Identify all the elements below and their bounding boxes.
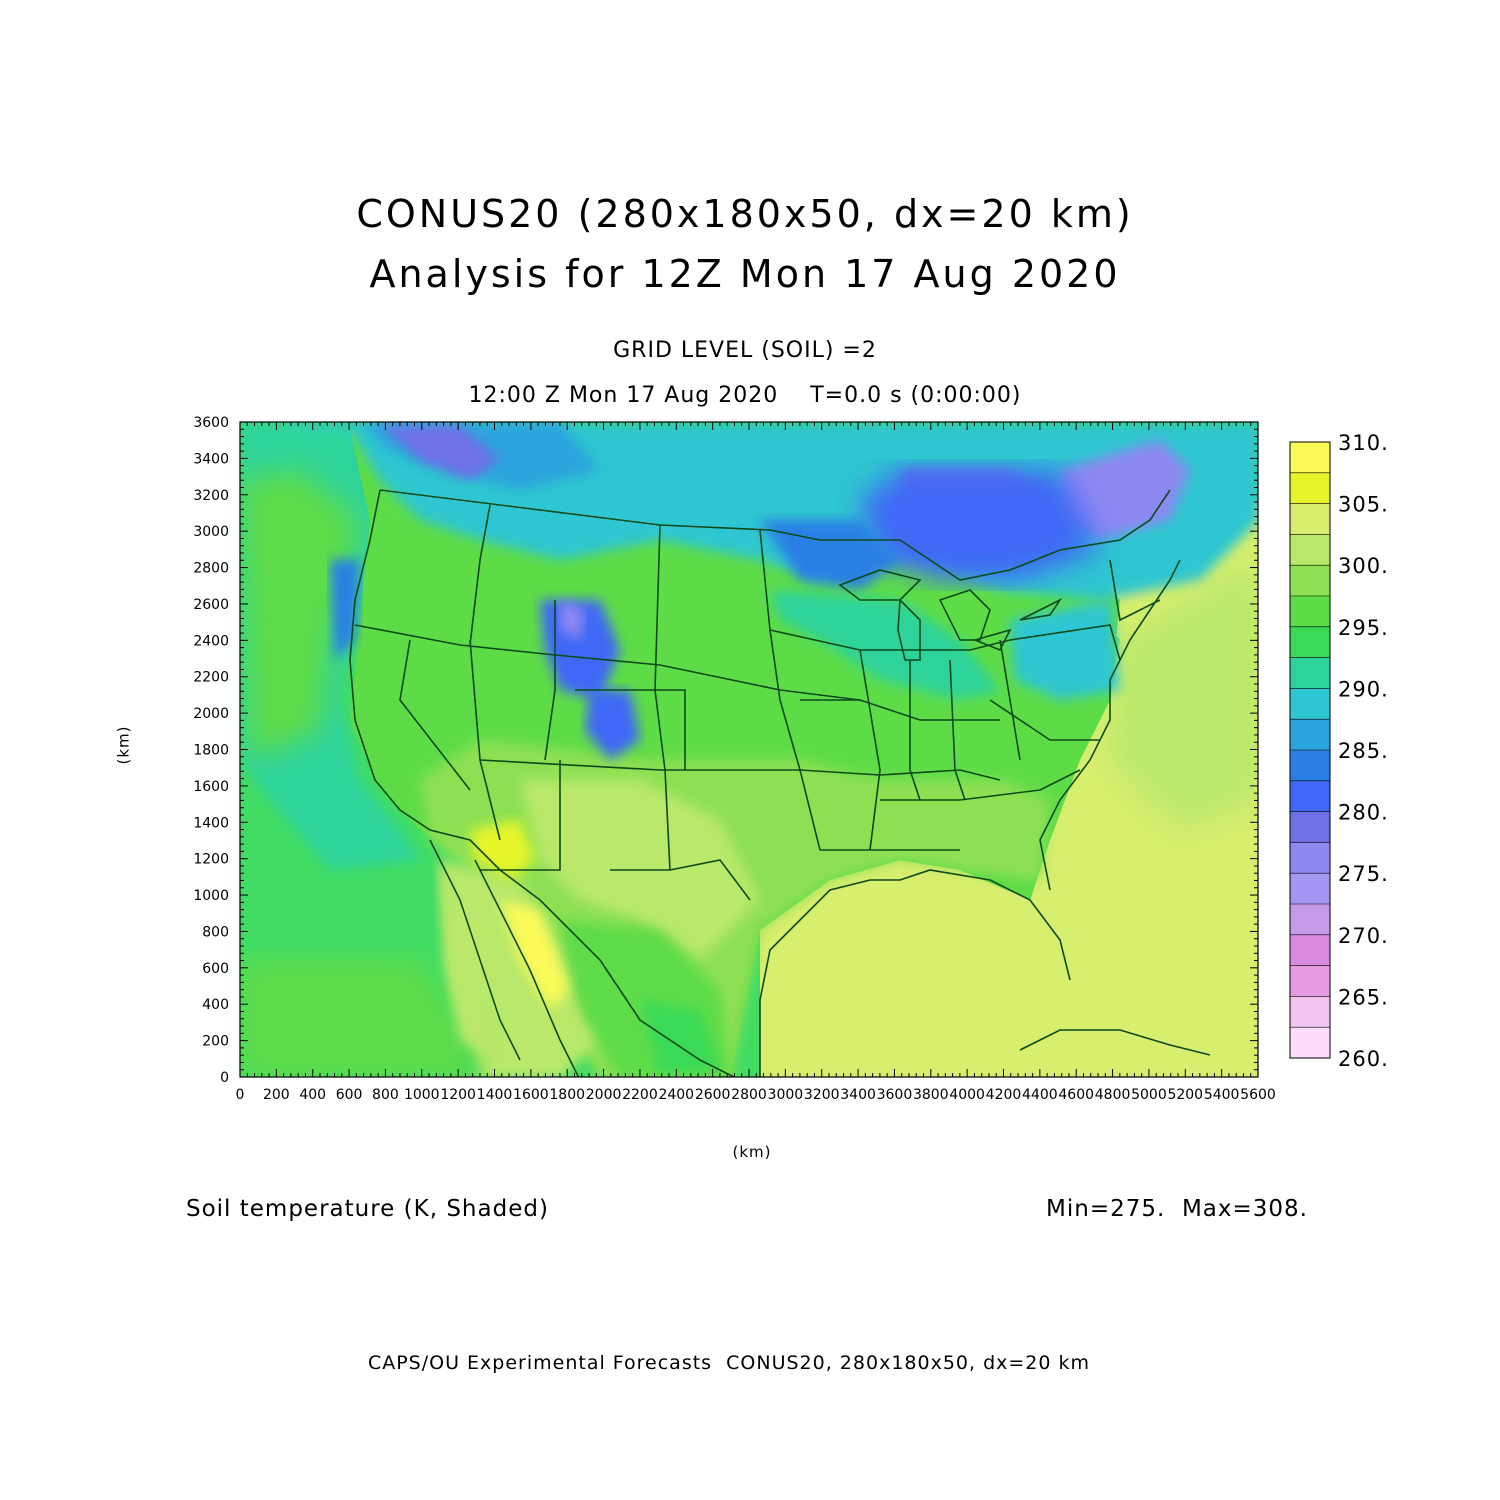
x-tick-label: 1800 bbox=[549, 1087, 585, 1103]
x-tick-label: 2800 bbox=[731, 1087, 767, 1103]
y-tick-label: 1200 bbox=[193, 852, 229, 868]
colorbar-swatch bbox=[1290, 719, 1330, 751]
colorbar-swatch bbox=[1290, 472, 1330, 505]
y-tick-label: 1600 bbox=[193, 779, 229, 795]
x-tick-label: 3400 bbox=[840, 1087, 876, 1103]
x-tick-label: 3200 bbox=[804, 1087, 840, 1103]
colorbar-swatch bbox=[1290, 534, 1330, 566]
x-tick-label: 3800 bbox=[913, 1087, 949, 1103]
x-tick-label: 2400 bbox=[658, 1087, 694, 1103]
colorbar-label: 280. bbox=[1338, 801, 1389, 825]
y-tick-label: 600 bbox=[202, 961, 229, 977]
valid-time-label: 12:00 Z Mon 17 Aug 2020 T=0.0 s (0:00:00… bbox=[468, 383, 1022, 408]
y-tick-label: 2600 bbox=[193, 597, 229, 613]
colorbar-swatch bbox=[1290, 811, 1330, 843]
grid-level-label: GRID LEVEL (SOIL) =2 bbox=[613, 338, 877, 363]
x-tick-label: 5200 bbox=[1167, 1087, 1203, 1103]
colorbar-label: 285. bbox=[1338, 739, 1389, 763]
x-tick-label: 1000 bbox=[404, 1087, 440, 1103]
x-tick-label: 2600 bbox=[695, 1087, 731, 1103]
y-tick-label: 2200 bbox=[193, 670, 229, 686]
x-tick-label: 800 bbox=[372, 1087, 399, 1103]
x-tick-label: 200 bbox=[263, 1087, 290, 1103]
x-tick-label: 1200 bbox=[440, 1087, 476, 1103]
colorbar-swatch bbox=[1290, 688, 1330, 720]
colorbar-label: 310. bbox=[1338, 431, 1389, 455]
x-tick-label: 4400 bbox=[1022, 1087, 1058, 1103]
x-tick-label: 5400 bbox=[1204, 1087, 1240, 1103]
y-tick-label: 1400 bbox=[193, 815, 229, 831]
colorbar-swatch bbox=[1290, 873, 1330, 905]
colorbar-swatch bbox=[1290, 1027, 1330, 1059]
colorbar-label: 260. bbox=[1338, 1047, 1389, 1071]
colorbar-label: 270. bbox=[1338, 924, 1389, 948]
x-tick-label: 2200 bbox=[622, 1087, 658, 1103]
colorbar-label: 275. bbox=[1338, 862, 1389, 886]
x-axis-tick-labels: 0 200 400 600 800 1000 1200 1400 1600 1800 2000 220… bbox=[236, 1087, 1276, 1103]
colorbar-swatch bbox=[1290, 596, 1330, 628]
x-axis-unit-label: (km) bbox=[732, 1143, 772, 1161]
colorbar-label: 300. bbox=[1338, 554, 1389, 578]
x-tick-label: 5600 bbox=[1240, 1087, 1276, 1103]
y-axis-unit-label: (km) bbox=[114, 725, 133, 765]
x-tick-label: 600 bbox=[336, 1087, 363, 1103]
x-tick-label: 5000 bbox=[1131, 1087, 1167, 1103]
y-tick-label: 0 bbox=[220, 1070, 229, 1086]
colorbar-label: 305. bbox=[1338, 493, 1389, 517]
colorbar-swatch bbox=[1290, 750, 1330, 782]
colorbar-label: 265. bbox=[1338, 985, 1389, 1009]
y-tick-label: 3200 bbox=[193, 488, 229, 504]
state-borders bbox=[349, 489, 1211, 1077]
y-tick-label: 3600 bbox=[193, 415, 229, 431]
colorbar-swatch bbox=[1290, 503, 1330, 535]
soil-temperature-field bbox=[240, 422, 1258, 1077]
x-tick-label: 400 bbox=[299, 1087, 326, 1103]
x-tick-label: 4600 bbox=[1058, 1087, 1094, 1103]
y-tick-label: 2400 bbox=[193, 633, 229, 649]
colorbar-labels: 310. 305. 300. 295. 290. 285. 280. 275. 270. 265.… bbox=[1338, 431, 1389, 1071]
colorbar-swatch bbox=[1290, 442, 1330, 474]
x-tick-label: 4000 bbox=[949, 1087, 985, 1103]
y-tick-label: 400 bbox=[202, 997, 229, 1013]
field-minmax: Min=275. Max=308. bbox=[1046, 1196, 1308, 1222]
footer-credit: CAPS/OU Experimental Forecasts CONUS20, … bbox=[367, 1352, 1091, 1374]
y-axis-tick-labels: 0 200 400 600 800 1000 1200 1400 1600 1800 2000 220… bbox=[193, 415, 229, 1086]
axis-ticks bbox=[239, 421, 1259, 1078]
colorbar-label: 295. bbox=[1338, 616, 1389, 640]
x-tick-label: 1400 bbox=[477, 1087, 513, 1103]
x-tick-label: 3600 bbox=[877, 1087, 913, 1103]
field-description: Soil temperature (K, Shaded) bbox=[186, 1196, 549, 1222]
y-tick-label: 1800 bbox=[193, 743, 229, 759]
colorbar-swatch bbox=[1290, 965, 1330, 997]
y-tick-label: 2000 bbox=[193, 706, 229, 722]
y-tick-label: 3000 bbox=[193, 524, 229, 540]
x-tick-label: 4200 bbox=[986, 1087, 1022, 1103]
colorbar-swatch bbox=[1290, 780, 1330, 813]
colorbar-swatch bbox=[1290, 934, 1330, 967]
colorbar-swatch bbox=[1290, 842, 1330, 874]
colorbar-swatch bbox=[1290, 904, 1330, 936]
y-tick-label: 200 bbox=[202, 1034, 229, 1050]
plot-title-line2: Analysis for 12Z Mon 17 Aug 2020 bbox=[369, 252, 1121, 296]
y-tick-label: 3400 bbox=[193, 451, 229, 467]
y-tick-label: 800 bbox=[202, 924, 229, 940]
colorbar-label: 290. bbox=[1338, 677, 1389, 701]
x-tick-label: 0 bbox=[236, 1087, 245, 1103]
y-tick-label: 2800 bbox=[193, 561, 229, 577]
x-tick-label: 4800 bbox=[1095, 1087, 1131, 1103]
x-tick-label: 3000 bbox=[768, 1087, 804, 1103]
plot-title-line1: CONUS20 (280x180x50, dx=20 km) bbox=[356, 192, 1134, 236]
x-tick-label: 1600 bbox=[513, 1087, 549, 1103]
colorbar bbox=[1289, 441, 1331, 1059]
colorbar-swatch bbox=[1290, 657, 1330, 689]
y-tick-label: 1000 bbox=[193, 888, 229, 904]
colorbar-swatch bbox=[1290, 626, 1330, 659]
x-tick-label: 2000 bbox=[586, 1087, 622, 1103]
colorbar-swatch bbox=[1290, 565, 1330, 597]
colorbar-swatch bbox=[1290, 996, 1330, 1028]
